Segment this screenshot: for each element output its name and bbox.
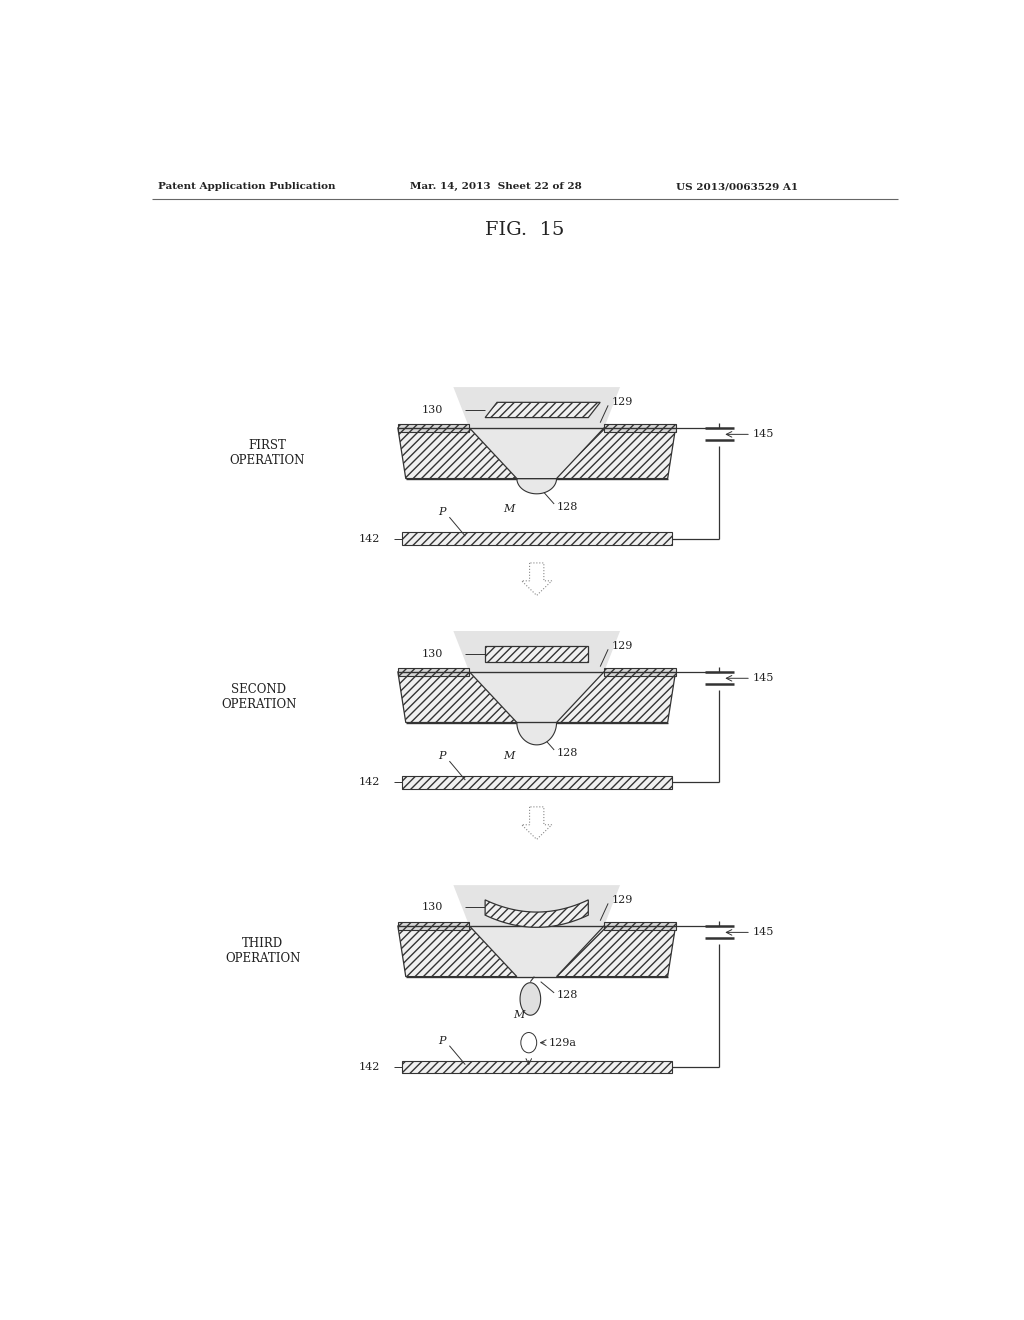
- Text: 142: 142: [358, 777, 380, 788]
- Polygon shape: [397, 672, 517, 722]
- Polygon shape: [521, 562, 552, 595]
- Polygon shape: [557, 428, 676, 479]
- Text: FIG.  15: FIG. 15: [485, 220, 564, 239]
- Polygon shape: [469, 672, 604, 722]
- Polygon shape: [469, 925, 604, 977]
- Text: THIRD
OPERATION: THIRD OPERATION: [225, 937, 301, 965]
- Bar: [397, 921, 469, 929]
- Text: 129a: 129a: [549, 1038, 577, 1048]
- Polygon shape: [397, 925, 517, 977]
- Bar: [401, 1061, 672, 1073]
- Text: US 2013/0063529 A1: US 2013/0063529 A1: [676, 182, 798, 191]
- Polygon shape: [517, 722, 557, 744]
- Text: M: M: [503, 751, 515, 762]
- Text: 145: 145: [753, 429, 774, 440]
- Text: 145: 145: [753, 673, 774, 684]
- Polygon shape: [520, 982, 541, 1015]
- Text: 130: 130: [422, 405, 443, 414]
- Polygon shape: [521, 807, 552, 840]
- Text: SECOND
OPERATION: SECOND OPERATION: [221, 682, 297, 711]
- Polygon shape: [397, 428, 517, 479]
- Bar: [397, 424, 469, 432]
- Text: 130: 130: [422, 649, 443, 659]
- Bar: [604, 424, 676, 432]
- Polygon shape: [485, 900, 588, 928]
- Polygon shape: [517, 479, 557, 494]
- Text: 142: 142: [358, 1063, 380, 1072]
- Text: 128: 128: [557, 990, 578, 999]
- Polygon shape: [557, 925, 676, 977]
- Text: 129: 129: [612, 397, 634, 408]
- Text: 142: 142: [358, 533, 380, 544]
- Polygon shape: [454, 387, 620, 428]
- Bar: [401, 532, 672, 545]
- Text: Mar. 14, 2013  Sheet 22 of 28: Mar. 14, 2013 Sheet 22 of 28: [410, 182, 582, 191]
- Polygon shape: [454, 886, 620, 925]
- Text: 129: 129: [612, 895, 634, 906]
- Text: M: M: [503, 504, 515, 513]
- Text: 128: 128: [557, 748, 578, 758]
- Polygon shape: [557, 672, 676, 722]
- Text: Patent Application Publication: Patent Application Publication: [158, 182, 336, 191]
- Bar: [397, 668, 469, 676]
- Text: P: P: [437, 507, 445, 517]
- Bar: [604, 921, 676, 929]
- Bar: [485, 647, 588, 661]
- Polygon shape: [485, 403, 600, 417]
- Text: 145: 145: [753, 928, 774, 937]
- Text: 128: 128: [557, 502, 578, 512]
- Text: M: M: [514, 1010, 525, 1020]
- Bar: [604, 668, 676, 676]
- Text: 129: 129: [612, 642, 634, 651]
- Polygon shape: [469, 428, 604, 479]
- Bar: [401, 776, 672, 788]
- Text: FIRST
OPERATION: FIRST OPERATION: [229, 440, 304, 467]
- Text: P: P: [437, 1036, 445, 1045]
- Text: P: P: [437, 751, 445, 762]
- Circle shape: [521, 1032, 537, 1053]
- Polygon shape: [454, 631, 620, 672]
- Text: 130: 130: [422, 903, 443, 912]
